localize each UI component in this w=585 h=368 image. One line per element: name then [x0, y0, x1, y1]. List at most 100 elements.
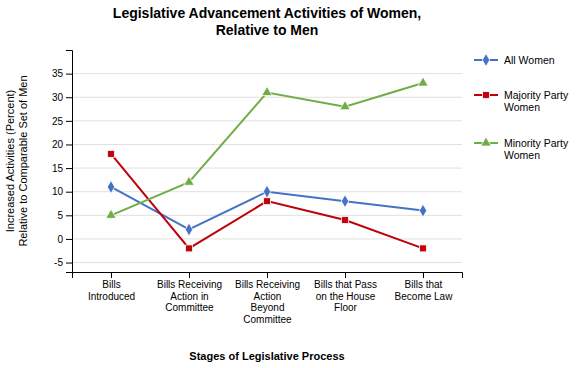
grid-line — [72, 120, 462, 121]
title-line: Relative to Men — [216, 22, 319, 38]
grid-line — [72, 144, 462, 145]
legend-label-line: Women — [504, 149, 540, 161]
x-tick-mark — [345, 272, 346, 278]
legend-label-line: All Women — [504, 54, 555, 66]
legend-label-line: Majority Party — [504, 89, 569, 101]
y-tick-label: 35 — [52, 68, 64, 79]
grid-line — [72, 73, 462, 74]
y-tick: 10 — [52, 186, 72, 197]
legend-label: All Women — [504, 54, 555, 66]
x-tick-label: Bills thatBecome Law — [395, 279, 454, 302]
series-marker — [106, 209, 117, 218]
legend-label: Majority PartyWomen — [504, 89, 569, 114]
x-tick-label-line: Become Law — [395, 291, 454, 302]
y-tick: 20 — [52, 139, 72, 150]
legend-label: Minority PartyWomen — [504, 137, 569, 162]
x-tick-mark — [423, 272, 424, 278]
y-tick-mark — [66, 263, 72, 264]
y-axis-title-line: Relative to Comparable Set of Men — [17, 75, 29, 246]
x-axis-line — [73, 273, 463, 279]
x-tick-label-line: Introduced — [88, 291, 135, 302]
series-marker — [419, 204, 426, 217]
x-tick-label-line: Committee — [243, 314, 292, 325]
y-tick: 35 — [52, 68, 72, 79]
y-axis: -5 0 5 10 15 20 25 30 35 — [52, 51, 73, 273]
x-tick: Bills ReceivingActionBeyondCommittee — [235, 272, 300, 325]
legend-label-line: Women — [504, 101, 540, 113]
y-tick-label: -5 — [54, 257, 63, 268]
x-tick-label: BillsIntroduced — [88, 279, 135, 302]
y-tick-mark — [66, 168, 72, 169]
grid — [72, 74, 462, 263]
y-tick: -5 — [54, 257, 72, 268]
x-tick: Bills that Passon the HouseFloor — [314, 272, 377, 313]
y-tick-mark — [66, 144, 72, 145]
marks — [106, 77, 429, 252]
legend-swatch-marker — [481, 137, 492, 146]
y-tick-label: 30 — [52, 92, 64, 103]
plot-area: -5 0 5 10 15 20 25 30 35 BillsIntroduced Bills Rec… — [52, 51, 463, 325]
series-line — [111, 83, 423, 215]
x-tick-label-line: on the House — [316, 291, 376, 302]
y-tick-mark — [66, 121, 72, 122]
y-tick-label: 10 — [52, 186, 64, 197]
legend: All WomenMajority PartyWomenMinority Par… — [474, 54, 569, 162]
y-axis-line — [66, 51, 73, 273]
series-marker — [342, 217, 349, 224]
series-marker — [264, 198, 271, 205]
grid-line — [72, 97, 462, 98]
legend-item: Majority PartyWomen — [474, 89, 569, 114]
x-tick-label: Bills ReceivingActionBeyondCommittee — [235, 279, 300, 325]
series-line — [111, 154, 423, 248]
y-tick-mark — [66, 97, 72, 98]
x-tick: Bills thatBecome Law — [395, 272, 454, 302]
x-tick-label-line: Bills Receiving — [157, 279, 222, 290]
y-tick: 0 — [57, 234, 72, 245]
title-line: Legislative Advancement Activities of Wo… — [113, 5, 421, 21]
y-tick-label: 15 — [52, 163, 64, 174]
legend-item: All Women — [474, 54, 555, 67]
x-tick: BillsIntroduced — [88, 272, 135, 302]
y-tick-mark — [66, 239, 72, 240]
legend-label-line: Minority Party — [504, 137, 569, 149]
series-marker — [107, 181, 114, 194]
series-marker — [108, 150, 115, 157]
y-axis-title: Increased Activities (Percent)Relative t… — [4, 75, 29, 246]
series-marker — [341, 195, 348, 208]
legend-item: Minority PartyWomen — [474, 137, 569, 162]
x-tick-label-line: Bills that Pass — [314, 279, 377, 290]
x-tick-mark — [189, 272, 190, 278]
legend-swatch-marker — [482, 54, 489, 67]
y-tick-label: 25 — [52, 116, 64, 127]
x-tick-label-line: Beyond — [251, 302, 285, 313]
y-tick-mark — [66, 192, 72, 193]
series-marker — [262, 86, 273, 95]
y-tick: 30 — [52, 92, 72, 103]
series-marker — [186, 245, 193, 252]
grid-line — [72, 168, 462, 169]
series-marker — [418, 77, 429, 86]
y-tick-mark — [66, 215, 72, 216]
x-tick-label-line: Floor — [334, 302, 357, 313]
x-tick-label-line: Action — [254, 291, 282, 302]
grid-line — [72, 215, 462, 216]
x-tick-mark — [267, 272, 268, 278]
x-axis-title: Stages of Legislative Process — [189, 350, 344, 362]
x-tick-label: Bills that Passon the HouseFloor — [314, 279, 377, 313]
series-marker — [263, 185, 270, 198]
x-tick-label-line: Action in — [170, 291, 208, 302]
y-tick: 5 — [57, 210, 72, 221]
title: Legislative Advancement Activities of Wo… — [113, 5, 421, 38]
series-marker — [340, 101, 351, 110]
x-tick: Bills ReceivingAction inCommittee — [157, 272, 222, 313]
y-tick-mark — [66, 74, 72, 75]
x-tick-label-line: Bills — [102, 279, 120, 290]
series-marker — [184, 176, 195, 185]
y-tick: 25 — [52, 116, 72, 127]
grid-line — [72, 238, 462, 239]
x-tick-label-line: Bills Receiving — [235, 279, 300, 290]
legend-swatch-marker — [483, 92, 490, 99]
y-tick-label: 5 — [57, 210, 63, 221]
x-tick-label: Bills ReceivingAction inCommittee — [157, 279, 222, 313]
y-axis-title-line: Increased Activities (Percent) — [4, 90, 16, 232]
